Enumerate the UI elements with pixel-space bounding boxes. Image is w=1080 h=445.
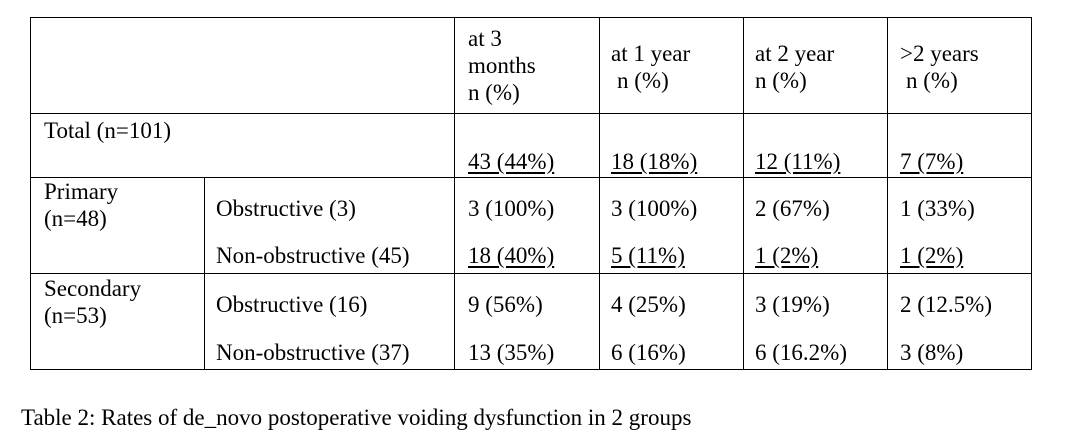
header-line: at 2 year	[755, 41, 835, 66]
header-line: n (%)	[906, 68, 958, 93]
header-line: at 1 year	[611, 41, 691, 66]
secondary-obstructive-2-year: 3 (19%)	[755, 292, 830, 317]
table-rule-col3	[743, 17, 744, 370]
primary-nonobstructive-1-year: 5 (11%)	[611, 243, 685, 268]
group-label-line: Primary	[44, 179, 119, 204]
header-1-year: at 1 year n (%)	[611, 40, 690, 94]
total-1-year: 18 (18%)	[611, 149, 698, 174]
primary-obstructive-1-year: 3 (100%)	[611, 196, 698, 221]
header-line: n (%)	[617, 68, 669, 93]
header-2-year: at 2 year n (%)	[755, 40, 834, 94]
primary-obstructive-3-months: 3 (100%)	[468, 196, 555, 221]
group-label-line: (n=53)	[44, 303, 107, 328]
table-rule-header	[30, 113, 1032, 114]
table-rule-group	[30, 273, 1032, 274]
table-border-top	[30, 17, 1032, 18]
secondary-nonobstructive-3-months: 13 (35%)	[468, 340, 555, 365]
total-label: Total (n=101)	[44, 118, 171, 143]
secondary-nonobstructive-over-2-years: 3 (8%)	[900, 340, 964, 365]
table-rule-col2	[599, 17, 600, 370]
group-secondary-label: Secondary (n=53)	[44, 275, 141, 329]
secondary-obstructive-3-months: 9 (56%)	[468, 292, 543, 317]
header-line: months	[468, 53, 536, 78]
secondary-nonobstructive-2-year: 6 (16.2%)	[755, 340, 847, 365]
header-over-2-years: >2 years n (%)	[900, 40, 979, 94]
secondary-obstructive-label: Obstructive (16)	[216, 292, 368, 317]
primary-nonobstructive-2-year: 1 (2%)	[755, 243, 819, 268]
table-border-left	[30, 17, 31, 370]
primary-obstructive-2-year: 2 (67%)	[755, 196, 830, 221]
table-border-bottom	[30, 369, 1032, 370]
header-line: n (%)	[755, 68, 807, 93]
primary-obstructive-label: Obstructive (3)	[216, 196, 356, 221]
secondary-nonobstructive-label: Non-obstructive (37)	[216, 340, 410, 365]
primary-nonobstructive-3-months: 18 (40%)	[468, 243, 555, 268]
table-rule-total	[30, 177, 1032, 178]
results-table: at 3 months n (%) at 1 year n (%) at 2 y…	[30, 17, 1032, 370]
header-line: n (%)	[468, 80, 520, 105]
table-rule-col1	[454, 17, 455, 370]
secondary-obstructive-over-2-years: 2 (12.5%)	[900, 292, 992, 317]
total-2-year: 12 (11%)	[755, 149, 841, 174]
table-border-right	[1031, 17, 1032, 370]
secondary-nonobstructive-1-year: 6 (16%)	[611, 340, 686, 365]
secondary-obstructive-1-year: 4 (25%)	[611, 292, 686, 317]
group-primary-label: Primary (n=48)	[44, 178, 118, 232]
header-line: at 3	[468, 26, 502, 51]
primary-nonobstructive-over-2-years: 1 (2%)	[900, 243, 964, 268]
table-rule-col4	[887, 17, 888, 370]
table-caption: Table 2: Rates of de_novo postoperative …	[21, 405, 692, 430]
header-line: >2 years	[900, 41, 979, 66]
table-rule-sub	[204, 177, 205, 370]
total-over-2-years: 7 (7%)	[900, 149, 964, 174]
primary-nonobstructive-label: Non-obstructive (45)	[216, 243, 410, 268]
group-label-line: (n=48)	[44, 206, 107, 231]
primary-obstructive-over-2-years: 1 (33%)	[900, 196, 975, 221]
group-label-line: Secondary	[44, 276, 142, 301]
header-3-months: at 3 months n (%)	[468, 25, 536, 106]
total-3-months: 43 (44%)	[468, 149, 555, 174]
